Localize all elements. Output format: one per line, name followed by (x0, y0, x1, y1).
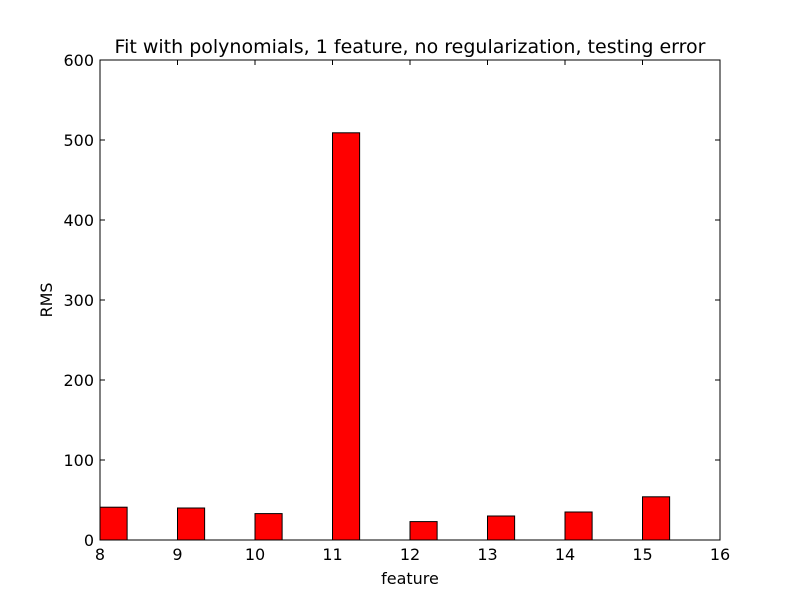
chart-title: Fit with polynomials, 1 feature, no regu… (115, 36, 706, 58)
y-tick-label: 300 (63, 291, 94, 310)
y-axis-label: RMS (37, 282, 56, 317)
bar-14 (564, 511, 593, 541)
y-tick-label: 200 (63, 371, 94, 390)
x-axis: 8 9 10 11 12 13 14 15 16 (95, 60, 730, 564)
y-tick-label: 600 (63, 51, 94, 70)
y-tick-label: 0 (84, 531, 94, 550)
plot-frame (99, 59, 721, 541)
x-tick-label: 15 (632, 545, 652, 564)
x-tick-label: 12 (400, 545, 420, 564)
x-tick-label: 14 (555, 545, 575, 564)
bar-11 (332, 132, 361, 541)
x-tick-label: 16 (710, 545, 730, 564)
x-tick-label: 13 (477, 545, 497, 564)
x-tick-label: 9 (172, 545, 182, 564)
y-tick-label: 500 (63, 131, 94, 150)
x-axis-label: feature (381, 569, 439, 588)
x-tick-label: 10 (245, 545, 265, 564)
y-axis: 0 100 200 300 400 500 600 (63, 51, 720, 550)
bar-10 (254, 513, 283, 541)
x-tick-label: 11 (322, 545, 342, 564)
bar-series (99, 132, 671, 541)
bar-12 (409, 521, 438, 541)
bar-15 (642, 496, 671, 541)
y-tick-label: 100 (63, 451, 94, 470)
y-tick-label: 400 (63, 211, 94, 230)
bar-8 (99, 506, 128, 541)
x-tick-label: 8 (95, 545, 105, 564)
bar-13 (487, 515, 516, 541)
bar-9 (177, 507, 206, 541)
